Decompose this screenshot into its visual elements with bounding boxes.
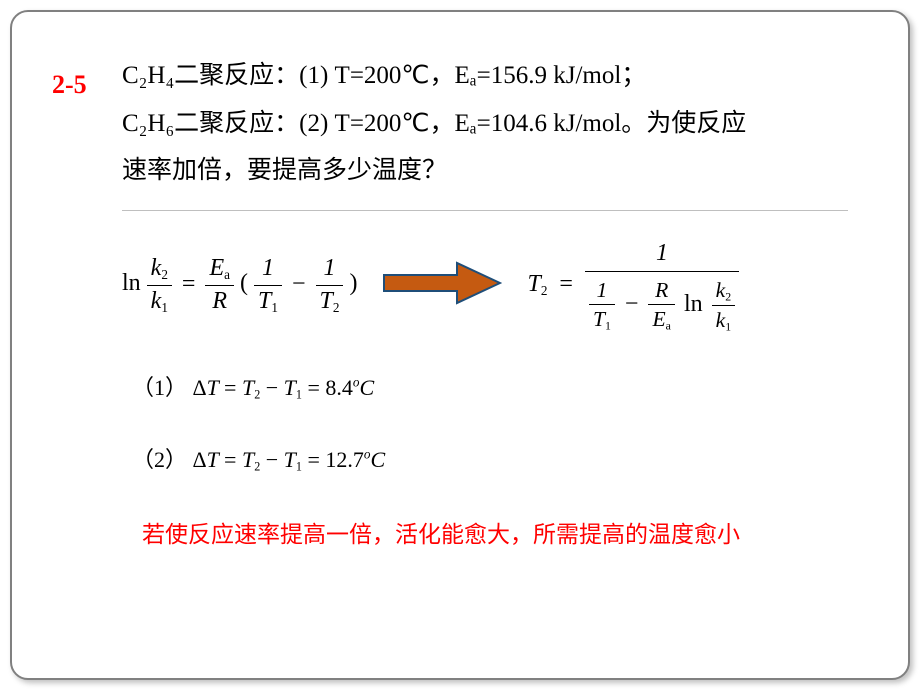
arrhenius-equation: ln k2 k1 = Ea R ( 1 T1 − 1 T2 ) bbox=[122, 253, 357, 316]
answer-2-math: ΔT = T2 − T1 = 12.7oC bbox=[193, 447, 386, 472]
frac-1-T2: 1 T2 bbox=[316, 253, 344, 316]
answer-2: （2） ΔT = T2 − T1 = 12.7oC bbox=[132, 442, 848, 475]
answer-1: （1） ΔT = T2 − T1 = 8.4oC bbox=[132, 370, 848, 403]
answer-1-label: （1） bbox=[132, 375, 187, 400]
big-frac: 1 1 T1 − R Ea ln k2 k1 bbox=[585, 236, 739, 335]
slide-frame: 2-5 C₂H₄二聚反应：(1) T=200℃，Eₐ=156.9 kJ/mol；… bbox=[10, 10, 910, 680]
solved-T2-equation: T2 = 1 1 T1 − R Ea ln k2 bbox=[527, 236, 739, 335]
frac-1-T1-b: 1 T1 bbox=[589, 276, 615, 334]
answer-1-math: ΔT = T2 − T1 = 8.4oC bbox=[193, 375, 375, 400]
problem-number: 2-5 bbox=[52, 70, 87, 100]
conclusion-text: 若使反应速率提高一倍，活化能愈大，所需提高的温度愈小 bbox=[142, 515, 848, 549]
problem-line-2: C₂H₆二聚反应：(2) T=200℃，Eₐ=104.6 kJ/mol。为使反应 bbox=[122, 100, 848, 148]
T2-lhs: T2 bbox=[527, 271, 547, 297]
frac-1-T1: 1 T1 bbox=[254, 253, 282, 316]
paren-open: ( bbox=[240, 271, 248, 297]
problem-line-1: C₂H₄二聚反应：(1) T=200℃，Eₐ=156.9 kJ/mol； bbox=[122, 52, 848, 100]
equals-2: = bbox=[559, 271, 573, 297]
ln-label: ln bbox=[122, 271, 141, 297]
equations-row: ln k2 k1 = Ea R ( 1 T1 − 1 T2 ) bbox=[122, 236, 848, 335]
section-divider bbox=[122, 210, 848, 211]
frac-k2-k1: k2 k1 bbox=[147, 253, 172, 316]
equals-1: = bbox=[182, 271, 196, 297]
arrow-icon bbox=[382, 259, 502, 312]
problem-statement: C₂H₄二聚反应：(1) T=200℃，Eₐ=156.9 kJ/mol； C₂H… bbox=[122, 52, 848, 195]
frac-R-Ea: R Ea bbox=[648, 276, 674, 334]
frac-k2-k1-b: k2 k1 bbox=[712, 276, 736, 335]
paren-close: ) bbox=[349, 271, 357, 297]
frac-Ea-R: Ea R bbox=[205, 253, 234, 316]
minus-1: − bbox=[292, 271, 306, 297]
answer-2-label: （2） bbox=[132, 447, 187, 472]
problem-line-3: 速率加倍，要提高多少温度？ bbox=[122, 147, 848, 195]
